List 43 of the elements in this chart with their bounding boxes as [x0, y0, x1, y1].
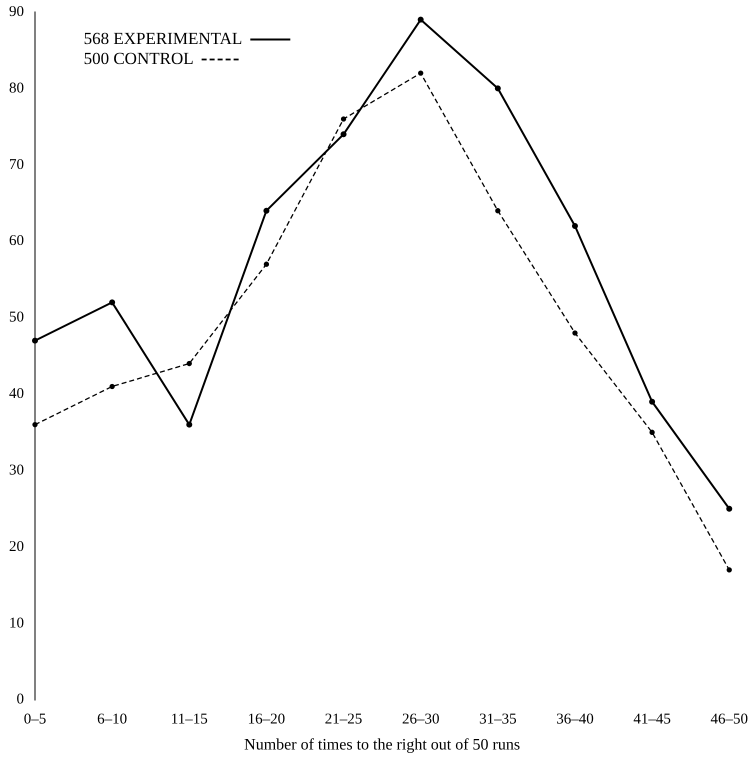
point	[109, 299, 116, 306]
y-tick-label: 60	[9, 233, 24, 250]
x-tick-label: 21–25	[324, 712, 362, 728]
x-tick-label: 46–50	[710, 712, 748, 728]
point	[264, 262, 270, 267]
x-tick-label: 41–45	[633, 712, 671, 728]
legend-label: 500 CONTROL	[84, 48, 194, 68]
x-tick-label: 36–40	[556, 712, 594, 728]
y-tick-label: 50	[9, 310, 24, 326]
x-tick-label: 0–5	[24, 712, 46, 728]
point	[263, 208, 270, 214]
point	[726, 567, 732, 573]
y-tick-label: 40	[9, 386, 24, 402]
y-tick-label: 20	[9, 538, 24, 555]
x-tick-label: 26–30	[402, 712, 440, 728]
point	[649, 430, 655, 435]
point	[32, 338, 38, 344]
point	[572, 222, 578, 229]
y-tick-label: 70	[9, 156, 24, 173]
point	[186, 360, 192, 366]
point	[340, 116, 346, 122]
y-tick-label: 80	[9, 80, 24, 96]
point	[32, 422, 38, 428]
x-tick-label: 16–20	[248, 712, 286, 728]
x-tick-label: 6–10	[97, 712, 128, 728]
point	[495, 208, 500, 214]
y-tick-label: 90	[9, 4, 24, 20]
point	[109, 384, 115, 390]
point	[418, 16, 424, 23]
point	[726, 506, 732, 512]
point	[494, 85, 501, 92]
y-tick-label: 10	[9, 615, 24, 632]
x-tick-label: 31–35	[479, 712, 517, 728]
legend-label: 568 EXPERIMENTAL	[84, 28, 242, 48]
point	[649, 398, 656, 405]
x-axis-title: Number of times to the right out of 50 runs	[244, 736, 520, 754]
point	[340, 131, 347, 138]
point	[572, 330, 578, 336]
y-tick-label: 0	[16, 692, 24, 708]
y-tick-label: 30	[9, 462, 24, 478]
x-tick-label: 11–15	[170, 712, 208, 728]
point	[418, 70, 424, 76]
point	[186, 422, 192, 428]
